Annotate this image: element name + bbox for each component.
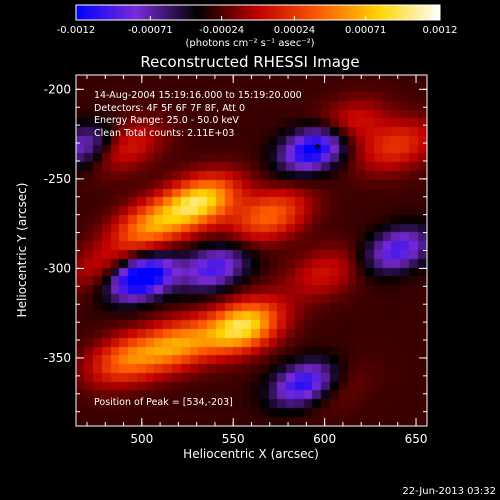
y-axis: -200 -250 -300 -350 [44, 82, 427, 413]
colorbar-tick-label: -0.00071 [128, 25, 173, 36]
colorbar-tick-label: -0.0012 [57, 25, 96, 36]
info-detectors: Detectors: 4F 5F 6F 7F 8F, Att 0 [94, 102, 246, 114]
info-total-counts: Clean Total counts: 2.11E+03 [94, 127, 235, 139]
y-tick-label: -350 [44, 351, 71, 365]
peak-marker [315, 144, 320, 149]
y-tick-label: -300 [44, 261, 71, 275]
y-axis-label: Heliocentric Y (arcsec) [15, 183, 29, 318]
colorbar-tick-label: 0.00071 [345, 25, 386, 36]
x-tick-label: 550 [222, 432, 245, 446]
info-energy-range: Energy Range: 25.0 - 50.0 keV [94, 115, 239, 126]
x-tick-label: 650 [405, 432, 428, 446]
x-tick-label: 500 [130, 432, 153, 446]
colorbar-tick-label: -0.00024 [199, 25, 244, 36]
info-time-range: 14-Aug-2004 15:19:16.000 to 15:19:20.000 [94, 90, 302, 101]
colorbar-unit-label: (photons cm⁻² s⁻¹ asec⁻²) [185, 38, 315, 49]
peak-position-label: Position of Peak = [534,-203] [94, 397, 233, 408]
x-axis: 500 550 600 650 [86, 75, 428, 446]
datestamp: 22-Jun-2013 03:32 [402, 486, 496, 497]
x-tick-label: 600 [313, 432, 336, 446]
chart-title: Reconstructed RHESSI Image [140, 53, 360, 71]
colorbar-tick-label: 0.0012 [423, 25, 458, 36]
colorbar-tick-label: 0.00024 [274, 25, 315, 36]
y-tick-label: -200 [44, 82, 71, 96]
x-axis-label: Heliocentric X (arcsec) [183, 447, 319, 461]
colorbar-ticks: -0.0012 -0.00071 -0.00024 0.00024 0.00071 0.0… [57, 16, 458, 36]
y-tick-label: -250 [44, 172, 71, 186]
colorbar [75, 4, 441, 21]
observation-info: 14-Aug-2004 15:19:16.000 to 15:19:20.000… [94, 90, 302, 140]
